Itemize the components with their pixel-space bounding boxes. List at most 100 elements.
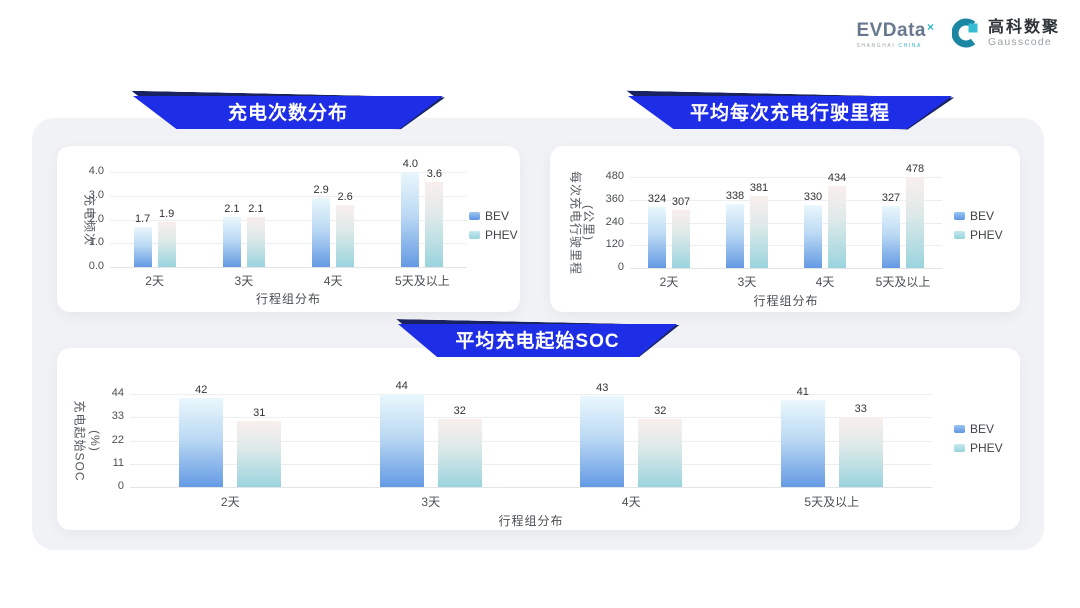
bar-bev-3天[interactable]: 2.1 (222, 203, 241, 267)
chart-title-mileage: 平均每次充电行驶里程 (628, 96, 952, 129)
gridline (630, 177, 942, 178)
bar-bev-3天[interactable]: 338 (726, 190, 744, 268)
legend-swatch-phev (954, 231, 965, 239)
bar-phev-5天及以上[interactable]: 33 (838, 403, 883, 487)
bar-bev-4天[interactable]: 330 (804, 191, 822, 268)
gridline (110, 219, 467, 221)
bar-group: 330 434 (786, 172, 864, 268)
bar-value-label: 32 (453, 405, 466, 418)
y-axis-title: (%) (88, 429, 102, 452)
x-tick-label: 4天 (323, 274, 343, 288)
legend-label: BEV (485, 209, 510, 223)
bar-bev-5天及以上[interactable]: 4.0 (401, 158, 420, 267)
bar-bev-4天[interactable]: 43 (580, 382, 625, 487)
y-tick-label: 1.0 (88, 236, 104, 249)
bar-phev-2天[interactable]: 307 (672, 196, 690, 268)
bar-value-label: 324 (647, 192, 667, 205)
y-axis-title: 充电起始SOC (72, 399, 87, 482)
y-tick-label: 4.0 (88, 165, 104, 177)
bar-phev-5天及以上[interactable]: 3.6 (425, 168, 444, 267)
legend-item-bev[interactable]: BEV (954, 209, 1003, 223)
gridline (110, 267, 467, 268)
bar-value-label: 434 (827, 171, 847, 184)
bar-phev-4天[interactable]: 2.6 (336, 191, 355, 267)
bar-bev-2天[interactable]: 1.7 (133, 213, 152, 267)
y-tick-label: 0.0 (88, 260, 104, 272)
bar-phev-3天[interactable]: 32 (437, 405, 482, 487)
bar-value-label: 330 (803, 191, 823, 204)
bar-value-label: 307 (671, 195, 691, 208)
bar-group: 44 32 (331, 380, 532, 487)
bar-bev-3天[interactable]: 44 (379, 380, 424, 487)
gausscode-text: 高科数聚 Gausscode (988, 19, 1060, 48)
evdata-wordmark: EVData (856, 20, 926, 41)
bar-value-label: 1.7 (134, 212, 151, 225)
bar-value-label: 43 (596, 382, 609, 395)
gridline (630, 199, 942, 201)
x-axis-title: 行程组分布 (255, 292, 321, 306)
evdata-tagline-shanghai: SHANGHAI (856, 43, 896, 49)
legend-item-bev[interactable]: BEV (469, 209, 518, 223)
x-tick-label: 5天及以上 (395, 274, 450, 288)
x-tick-label: 2天 (659, 275, 679, 289)
bar-value-label: 2.1 (248, 203, 264, 216)
chart-legend: BEV PHEV (954, 209, 1003, 242)
bar-phev-3天[interactable]: 2.1 (246, 203, 265, 267)
bar-bev-5天及以上[interactable]: 327 (882, 192, 900, 268)
legend-item-phev[interactable]: PHEV (469, 228, 518, 242)
x-tick-label: 2天 (220, 495, 240, 509)
bar-bev-5天及以上[interactable]: 41 (780, 386, 825, 487)
chart-title-charge-count: 充电次数分布 (133, 96, 443, 129)
x-axis-title: 行程组分布 (753, 294, 819, 308)
y-axis-title: (公里) (581, 204, 596, 241)
gridline (130, 440, 932, 442)
chart-card-mileage: 0 120 240 360 480 每次充电行驶里程 (公里) 324 307 2天 338 381 3… (550, 146, 1020, 312)
bar-phev-4天[interactable]: 434 (828, 172, 846, 268)
bar-value-label: 2.6 (337, 191, 353, 204)
legend-label: PHEV (485, 228, 518, 242)
bar-bev-4天[interactable]: 2.9 (312, 184, 331, 267)
bar-value-label: 33 (854, 403, 867, 416)
bar-value-label: 31 (253, 407, 266, 420)
legend-item-phev[interactable]: PHEV (954, 228, 1003, 242)
y-tick-label: 480 (605, 170, 624, 182)
x-tick-label: 3天 (737, 275, 757, 289)
x-tick-label: 2天 (145, 274, 164, 288)
y-tick-label: 120 (605, 238, 624, 251)
y-tick-label: 44 (111, 387, 124, 399)
legend-item-bev[interactable]: BEV (954, 422, 1003, 436)
legend-label: BEV (970, 209, 995, 223)
bar-phev-3天[interactable]: 381 (750, 182, 768, 268)
legend-label: PHEV (970, 228, 1003, 242)
bar-group: 41 33 (732, 386, 933, 487)
legend-swatch-bev (469, 212, 480, 220)
bar-group: 42 31 (130, 384, 331, 487)
banner-mileage: 平均每次充电行驶里程 (628, 96, 952, 129)
bar-bev-2天[interactable]: 42 (179, 384, 224, 487)
y-tick-label: 11 (112, 456, 124, 469)
bar-phev-2天[interactable]: 31 (237, 407, 282, 487)
x-tick-label: 5天及以上 (804, 495, 860, 509)
legend-swatch-phev (954, 444, 965, 452)
bar-phev-2天[interactable]: 1.9 (157, 208, 176, 267)
evdata-tagline-china: CHINA (898, 43, 922, 49)
bar-group: 43 32 (531, 382, 732, 487)
bar-bev-2天[interactable]: 324 (648, 193, 666, 268)
chart-card-soc: 0 11 22 33 44 充电起始SOC (%) 42 31 2天 44 32 3天 43 32 4天 41 3… (57, 348, 1020, 530)
y-tick-label: 0 (617, 261, 624, 273)
chart-card-charge-count: 0.0 1.0 2.0 3.0 4.0 充电频次 1.7 1.9 2天 2.1 2.1 3天 2.9 2.… (57, 146, 520, 312)
bar-phev-5天及以上[interactable]: 478 (906, 163, 924, 268)
bar-value-label: 44 (395, 380, 408, 392)
bar-value-label: 1.9 (158, 207, 175, 220)
y-axis-title: 充电频次 (82, 193, 97, 246)
bar-group: 2.1 2.1 (199, 172, 288, 267)
gausscode-logo: 高科数聚 Gausscode (951, 18, 1060, 48)
bar-group: 338 381 (708, 177, 786, 268)
gridline (110, 172, 467, 173)
evdata-logo: EVData × SHANGHAI CHINA (856, 18, 934, 49)
y-tick-label: 360 (605, 192, 624, 205)
legend-item-phev[interactable]: PHEV (954, 441, 1003, 455)
bar-group: 1.7 1.9 (110, 172, 199, 267)
gridline (130, 487, 932, 488)
bar-phev-4天[interactable]: 32 (638, 405, 683, 487)
